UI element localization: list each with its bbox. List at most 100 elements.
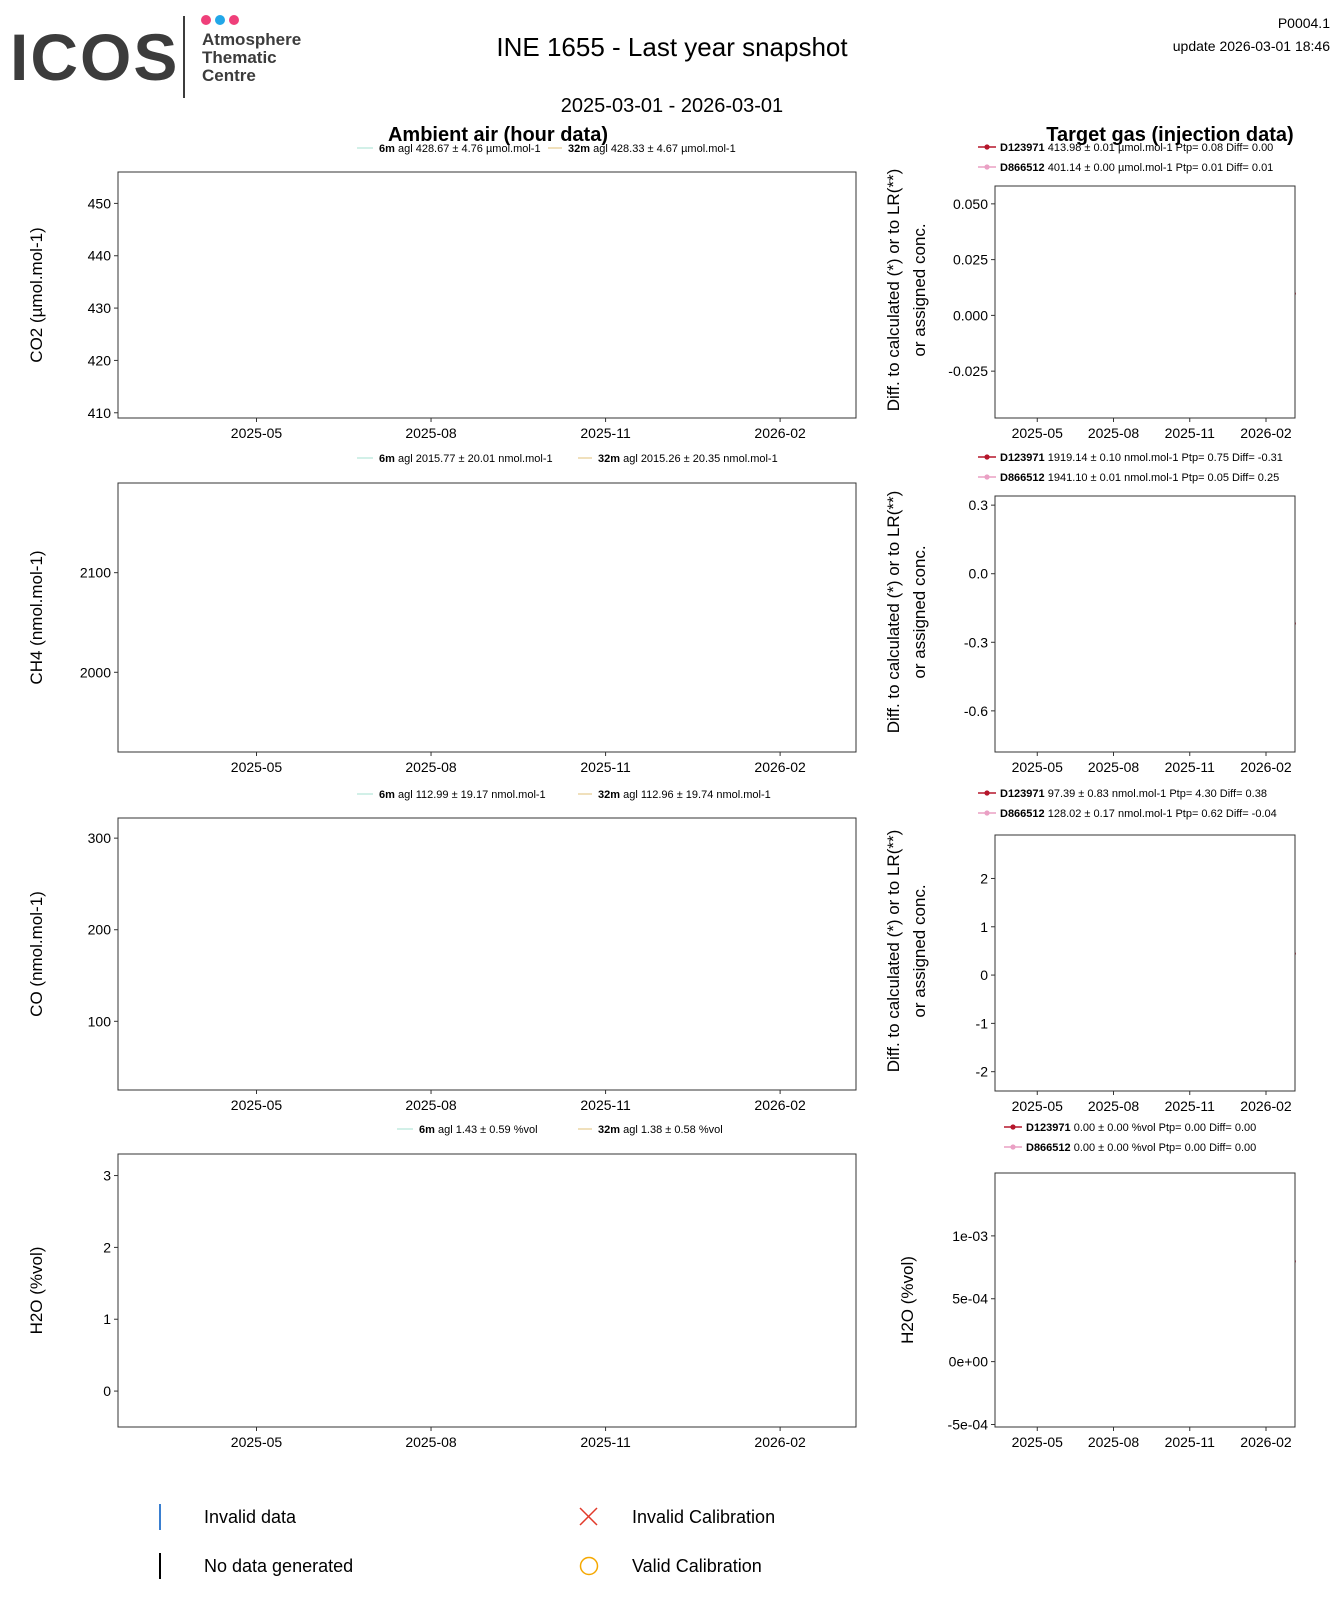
legend-swatch-point [1010, 1144, 1016, 1150]
x-tick-label: 2025-05 [231, 425, 283, 441]
y-tick-label: 420 [88, 352, 112, 368]
x-tick-label: 2025-11 [580, 759, 631, 775]
y-tick-label: 200 [88, 922, 112, 938]
y-tick-label: -0.3 [964, 634, 988, 650]
legend-d123971-label: D123971 0.00 ± 0.00 %vol Ptp= 0.00 Diff=… [1026, 1122, 1256, 1134]
x-tick-label: 2026-02 [754, 1097, 806, 1113]
y-tick-label: 0 [980, 967, 988, 983]
target-legend: D123971 0.00 ± 0.00 %vol Ptp= 0.00 Diff=… [1004, 1122, 1256, 1154]
invalid-data-legend-label: Invalid data [204, 1507, 297, 1527]
ambient-y-axis-label: CH4 (nmol.mol-1) [27, 550, 46, 684]
x-tick-label: 2026-02 [1240, 1434, 1292, 1450]
legend-swatch-point [1010, 1124, 1016, 1130]
x-tick-label: 2025-08 [1088, 1098, 1140, 1114]
ambient-legend: 6m agl 428.67 ± 4.76 µmol.mol-1 32m agl 4… [357, 143, 736, 155]
x-tick-label: 2025-11 [580, 1097, 631, 1113]
x-tick-label: 2025-11 [580, 1434, 631, 1450]
y-tick-label: 0.025 [953, 252, 988, 268]
logo-line-3: Centre [202, 66, 256, 85]
y-tick-label: 0.3 [969, 497, 989, 513]
y-tick-label: 2000 [80, 664, 111, 680]
status-legend: Invalid data No data generated Invalid C… [159, 1504, 775, 1579]
ambient-column-title: Ambient air (hour data) [388, 124, 608, 146]
product-code: P0004.1 [1278, 15, 1330, 31]
ambient-legend: 6m agl 112.99 ± 19.17 nmol.mol-1 32m agl … [357, 789, 771, 801]
y-tick-label: -0.025 [948, 363, 988, 379]
valid-calibration-legend-label: Valid Calibration [632, 1556, 762, 1576]
ambient-plot-frame [117, 1153, 857, 1428]
x-tick-label: 2026-02 [1240, 1098, 1292, 1114]
x-tick-label: 2025-08 [1088, 425, 1140, 441]
x-tick-label: 2025-11 [1165, 1098, 1216, 1114]
invalid-calibration-legend-mark [579, 1507, 598, 1526]
x-tick-label: 2026-02 [754, 425, 806, 441]
target-y-axis-label-line-2: or assigned conc. [910, 223, 929, 356]
y-tick-label: 410 [88, 405, 112, 421]
legend-swatch-point [984, 454, 990, 460]
ambient-y-axis-label: CO2 (µmol.mol-1) [27, 227, 46, 362]
y-tick-label: 1 [980, 919, 988, 935]
legend-6m-label: 6m agl 428.67 ± 4.76 µmol.mol-1 [379, 143, 541, 155]
y-tick-label: -1 [976, 1015, 989, 1031]
legend-d866512-label: D866512 128.02 ± 0.17 nmol.mol-1 Ptp= 0.… [1000, 808, 1277, 820]
icos-logo: ICOS Atmosphere Thematic Centre [10, 15, 301, 98]
target-y-axis-label-line-2: or assigned conc. [910, 884, 929, 1017]
target-y-axis-label-line-1: Diff. to calculated (*) or to LR(**) [884, 491, 903, 734]
x-tick-label: 2025-05 [1012, 1098, 1064, 1114]
y-tick-label: 100 [88, 1013, 112, 1029]
legend-swatch-point [984, 144, 990, 150]
legend-d123971-label: D123971 97.39 ± 0.83 nmol.mol-1 Ptp= 4.3… [1000, 788, 1267, 800]
y-tick-label: 0 [103, 1383, 111, 1399]
y-tick-label: 300 [88, 830, 112, 846]
x-tick-label: 2025-08 [405, 425, 457, 441]
target-plot-frame [994, 495, 1296, 753]
logo-line-2: Thematic [202, 48, 277, 67]
legend-32m-label: 32m agl 428.33 ± 4.67 µmol.mol-1 [568, 143, 736, 155]
x-tick-label: 2025-05 [1012, 759, 1064, 775]
valid-calibration-legend-mark [579, 1556, 599, 1576]
x-tick-label: 2025-05 [231, 759, 283, 775]
x-tick-label: 2025-11 [1165, 759, 1216, 775]
y-tick-label: 0.0 [969, 566, 989, 582]
ambient-legend: 6m agl 2015.77 ± 20.01 nmol.mol-1 32m agl… [357, 453, 778, 465]
y-tick-label: 440 [88, 248, 112, 264]
legend-swatch-point [984, 810, 990, 816]
legend-d866512-label: D866512 1941.10 ± 0.01 nmol.mol-1 Ptp= 0… [1000, 472, 1279, 484]
update-timestamp: update 2026-03-01 18:46 [1173, 38, 1330, 54]
target-legend: D123971 97.39 ± 0.83 nmol.mol-1 Ptp= 4.3… [978, 788, 1277, 820]
x-tick-label: 2026-02 [754, 1434, 806, 1450]
y-tick-label: 430 [88, 300, 112, 316]
y-tick-label: 450 [88, 195, 112, 211]
legend-d866512-label: D866512 0.00 ± 0.00 %vol Ptp= 0.00 Diff=… [1026, 1142, 1256, 1154]
logo-dot-magenta [229, 15, 239, 25]
legend-swatch-point [984, 790, 990, 796]
target-plot-frame [994, 185, 1296, 419]
legend-d123971-label: D123971 1919.14 ± 0.10 nmol.mol-1 Ptp= 0… [1000, 452, 1283, 464]
legend-32m-label: 32m agl 1.38 ± 0.58 %vol [598, 1124, 723, 1136]
y-tick-label: -5e-04 [948, 1416, 989, 1432]
x-tick-label: 2025-05 [231, 1434, 283, 1450]
y-tick-label: 0.000 [953, 307, 988, 323]
invalid-calibration-legend-label: Invalid Calibration [632, 1507, 775, 1527]
x-tick-label: 2025-05 [1012, 1434, 1064, 1450]
y-tick-label: 5e-04 [952, 1291, 988, 1307]
x-tick-label: 2026-02 [1240, 759, 1292, 775]
x-tick-label: 2025-11 [580, 425, 631, 441]
ambient-plot-frame [117, 817, 857, 1091]
x-tick-label: 2025-08 [1088, 1434, 1140, 1450]
target-legend: D123971 1919.14 ± 0.10 nmol.mol-1 Ptp= 0… [978, 452, 1283, 484]
y-tick-label: -0.6 [964, 703, 988, 719]
y-tick-label: 0e+00 [949, 1354, 989, 1370]
legend-6m-label: 6m agl 112.99 ± 19.17 nmol.mol-1 [379, 789, 546, 801]
y-tick-label: 3 [103, 1168, 111, 1184]
x-tick-label: 2025-08 [1088, 759, 1140, 775]
target-plot-frame [994, 834, 1296, 1092]
date-range: 2025-03-01 - 2026-03-01 [561, 95, 783, 117]
legend-swatch-point [984, 164, 990, 170]
legend-32m-label: 32m agl 112.96 ± 19.74 nmol.mol-1 [598, 789, 771, 801]
legend-swatch-point [984, 474, 990, 480]
y-tick-label: 1 [103, 1311, 111, 1327]
x-tick-label: 2025-11 [1165, 1434, 1216, 1450]
x-tick-label: 2026-02 [754, 759, 806, 775]
ambient-plot-frame [117, 482, 857, 753]
